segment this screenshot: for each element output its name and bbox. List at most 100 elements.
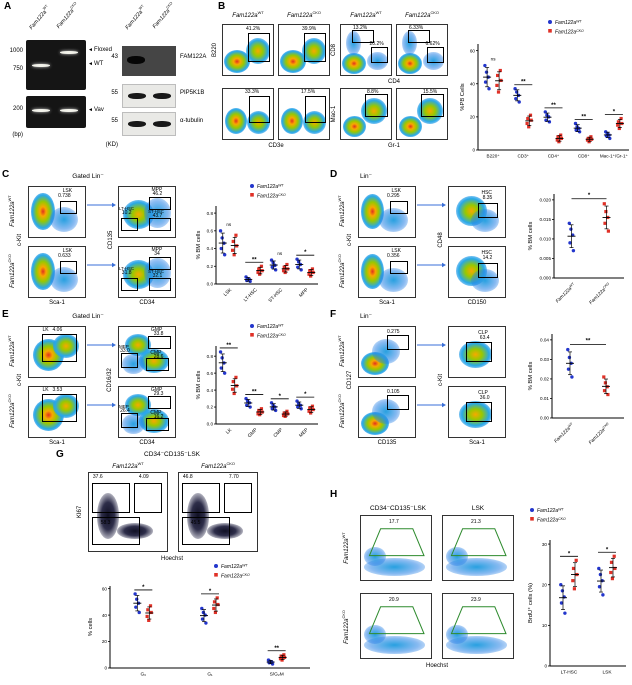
data-point-cko — [555, 138, 559, 142]
y-tick-label: 0.04 — [540, 338, 549, 343]
y-tick-label: 30 — [542, 542, 548, 547]
gating-arrow-head — [442, 202, 446, 208]
data-point-cko — [283, 270, 287, 275]
category-label: GMP — [247, 427, 259, 439]
density-cloud — [445, 624, 469, 644]
flow-stat-label: GMP — [150, 386, 163, 393]
data-point-cko — [496, 73, 500, 78]
flow-stat-label: 15.5% — [423, 88, 438, 95]
y-axis-title: % BM cells — [528, 362, 534, 391]
y-tick-label: 0 — [544, 664, 547, 669]
y-tick-label: 0.015 — [540, 217, 552, 222]
y-axis-title: % BM cells — [196, 371, 202, 400]
genotype-label-wt: Fam122aWT — [553, 421, 576, 444]
summary-chart-H: 0 10 20 30 BrdU⁺ cells (%) * LT-HSC * LSK Fam122a… — [527, 507, 626, 676]
density-cloud — [363, 546, 387, 566]
data-point-wt — [559, 601, 564, 605]
data-point-wt — [574, 128, 578, 132]
genotype-label-wt: Fam122aWT — [257, 183, 284, 190]
data-point-wt — [571, 248, 576, 253]
data-point-wt — [487, 87, 491, 91]
panel-label-a: A — [4, 1, 12, 12]
flow-gate — [408, 30, 430, 43]
significance-label: * — [209, 589, 212, 595]
flow-plot-b-cd4cd8-cko: 6.33% 6.62% — [396, 24, 448, 76]
data-point-cko — [285, 262, 289, 267]
header-lsk-subset-g: CD34⁻CD135⁻LSK — [144, 451, 200, 458]
y-tick-label: 0.6 — [207, 229, 214, 234]
legend-marker-wt — [214, 564, 218, 568]
flow-stat-label: 0.633 — [58, 252, 71, 259]
category-label: LSK — [223, 287, 234, 298]
data-point-wt — [248, 405, 252, 409]
flow-plot-e-prog-wt: GMP 33.8 MEP 33.0 CMP 28.6 — [118, 326, 176, 378]
data-point-cko — [574, 558, 578, 562]
flow-stat-label: 3.53 — [52, 387, 63, 393]
data-point-cko — [612, 554, 616, 558]
data-point-cko — [309, 411, 313, 415]
flow-plot-h-lsk-cko: 23.9 — [442, 593, 514, 659]
flow-stat-label: 7.70 — [228, 474, 239, 481]
flow-stat-label: 31.8 — [121, 270, 132, 276]
flow-stat-label: 4.06 — [52, 327, 63, 333]
flow-stat-label: 0.295 — [387, 192, 400, 199]
flow-gate — [149, 218, 171, 231]
header-lin-d: Lin⁻ — [359, 173, 373, 180]
data-point-cko — [585, 138, 590, 142]
density-cloud — [398, 53, 422, 74]
flow-stat-label: 32.1 — [152, 273, 163, 279]
data-point-cko — [149, 610, 153, 615]
data-point-cko — [145, 614, 149, 619]
density-cloud — [280, 50, 306, 73]
band-label-vav-text: Vav — [93, 107, 104, 113]
flow-plot-b-mac-cko: 15.5% — [396, 88, 448, 140]
y-tick-label: 0.2 — [207, 264, 214, 269]
data-point-cko — [215, 596, 219, 600]
y-tick-label: 20 — [542, 582, 548, 587]
flow-gate — [249, 96, 270, 123]
fam122a-band-wt — [127, 56, 145, 64]
significance-label: ** — [252, 390, 257, 396]
data-point-wt — [598, 572, 603, 577]
flow-gate — [478, 263, 499, 278]
y-tick-label: 0.000 — [540, 276, 552, 281]
data-point-cko — [606, 392, 610, 397]
axis-label-gr-1: Gr-1 — [388, 143, 400, 149]
y-tick-label: 0.0 — [207, 282, 214, 287]
data-point-cko — [526, 116, 530, 121]
density-cloud — [224, 108, 247, 134]
flow-stat-label: 63.4 — [479, 334, 490, 341]
marker-55kd-2: 55 — [111, 118, 118, 124]
flow-gate — [42, 334, 78, 362]
data-point-cko — [147, 618, 151, 622]
density-cloud — [186, 493, 209, 539]
y-tick-label: 60 — [470, 48, 476, 53]
vav-band-wt — [32, 109, 50, 112]
genotype-label-cko: Fam122aCKO — [257, 333, 286, 340]
legend-marker-cko — [548, 29, 552, 33]
header-lin-f: Lin⁻ — [359, 313, 373, 320]
y-tick-label: 10 — [542, 623, 548, 628]
category-label: Mac-1⁺/Gr-1⁺ — [600, 154, 629, 159]
gating-arrow-head — [442, 402, 446, 408]
data-point-wt — [135, 597, 139, 601]
left-arrow-icon: ◄ — [88, 47, 93, 53]
data-point-cko — [282, 411, 286, 415]
data-point-cko — [256, 270, 260, 275]
data-point-cko — [310, 404, 315, 408]
band-label-floxed-text: Floxed — [93, 47, 112, 53]
data-point-cko — [213, 610, 217, 615]
data-point-cko — [281, 269, 286, 273]
flow-stat-label: 33.3% — [245, 89, 260, 95]
y-tick-label: 0.4 — [207, 388, 214, 393]
axis-label-sca-1: Sca-1 — [379, 300, 395, 306]
data-point-wt — [563, 611, 567, 615]
data-point-cko — [280, 658, 284, 662]
data-point-cko — [498, 68, 502, 73]
data-point-wt — [608, 136, 612, 141]
data-point-wt — [218, 229, 223, 233]
data-point-cko — [146, 608, 150, 612]
density-cloud — [122, 354, 145, 374]
flow-stat-label: 4.09 — [138, 474, 149, 481]
data-point-cko — [556, 135, 560, 139]
